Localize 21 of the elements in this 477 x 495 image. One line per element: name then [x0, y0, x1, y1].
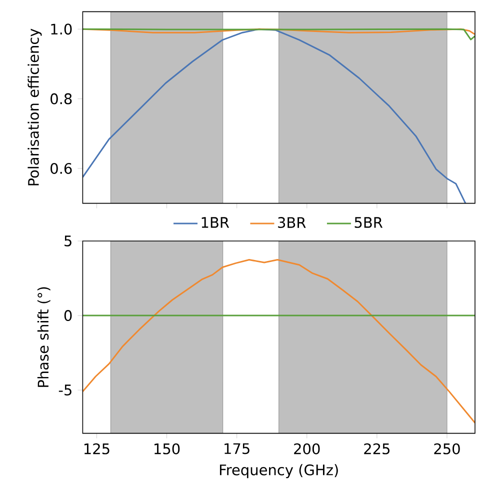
line-series: [82, 28, 466, 204]
y-axis-title: Phase shift (°): [37, 287, 50, 387]
x-tick-label: 250: [434, 443, 460, 454]
y-tick-label: 0.8: [50, 93, 72, 104]
y-tick-label: 5: [64, 236, 72, 246]
y-axis-title: Polarisation efficiency: [28, 28, 42, 186]
x-tick-label: 225: [364, 443, 390, 454]
line-series: [82, 259, 476, 424]
x-tick-label: 175: [224, 443, 250, 454]
x-tick-label: 150: [154, 443, 180, 454]
legend-label: 5BR: [354, 217, 383, 228]
x-tick-label: 125: [84, 443, 110, 454]
y-tick-label: 0: [64, 310, 72, 322]
y-tick-label: 1.0: [51, 24, 72, 35]
y-tick-label: -5: [58, 384, 72, 396]
x-tick-label: 200: [294, 443, 320, 454]
y-tick-label: 0.6: [50, 162, 72, 174]
legend-label: 1BR: [202, 217, 230, 228]
x-axis-title: Frequency (GHz): [220, 464, 338, 478]
legend-label: 3BR: [278, 217, 306, 228]
line-series: [82, 28, 476, 40]
